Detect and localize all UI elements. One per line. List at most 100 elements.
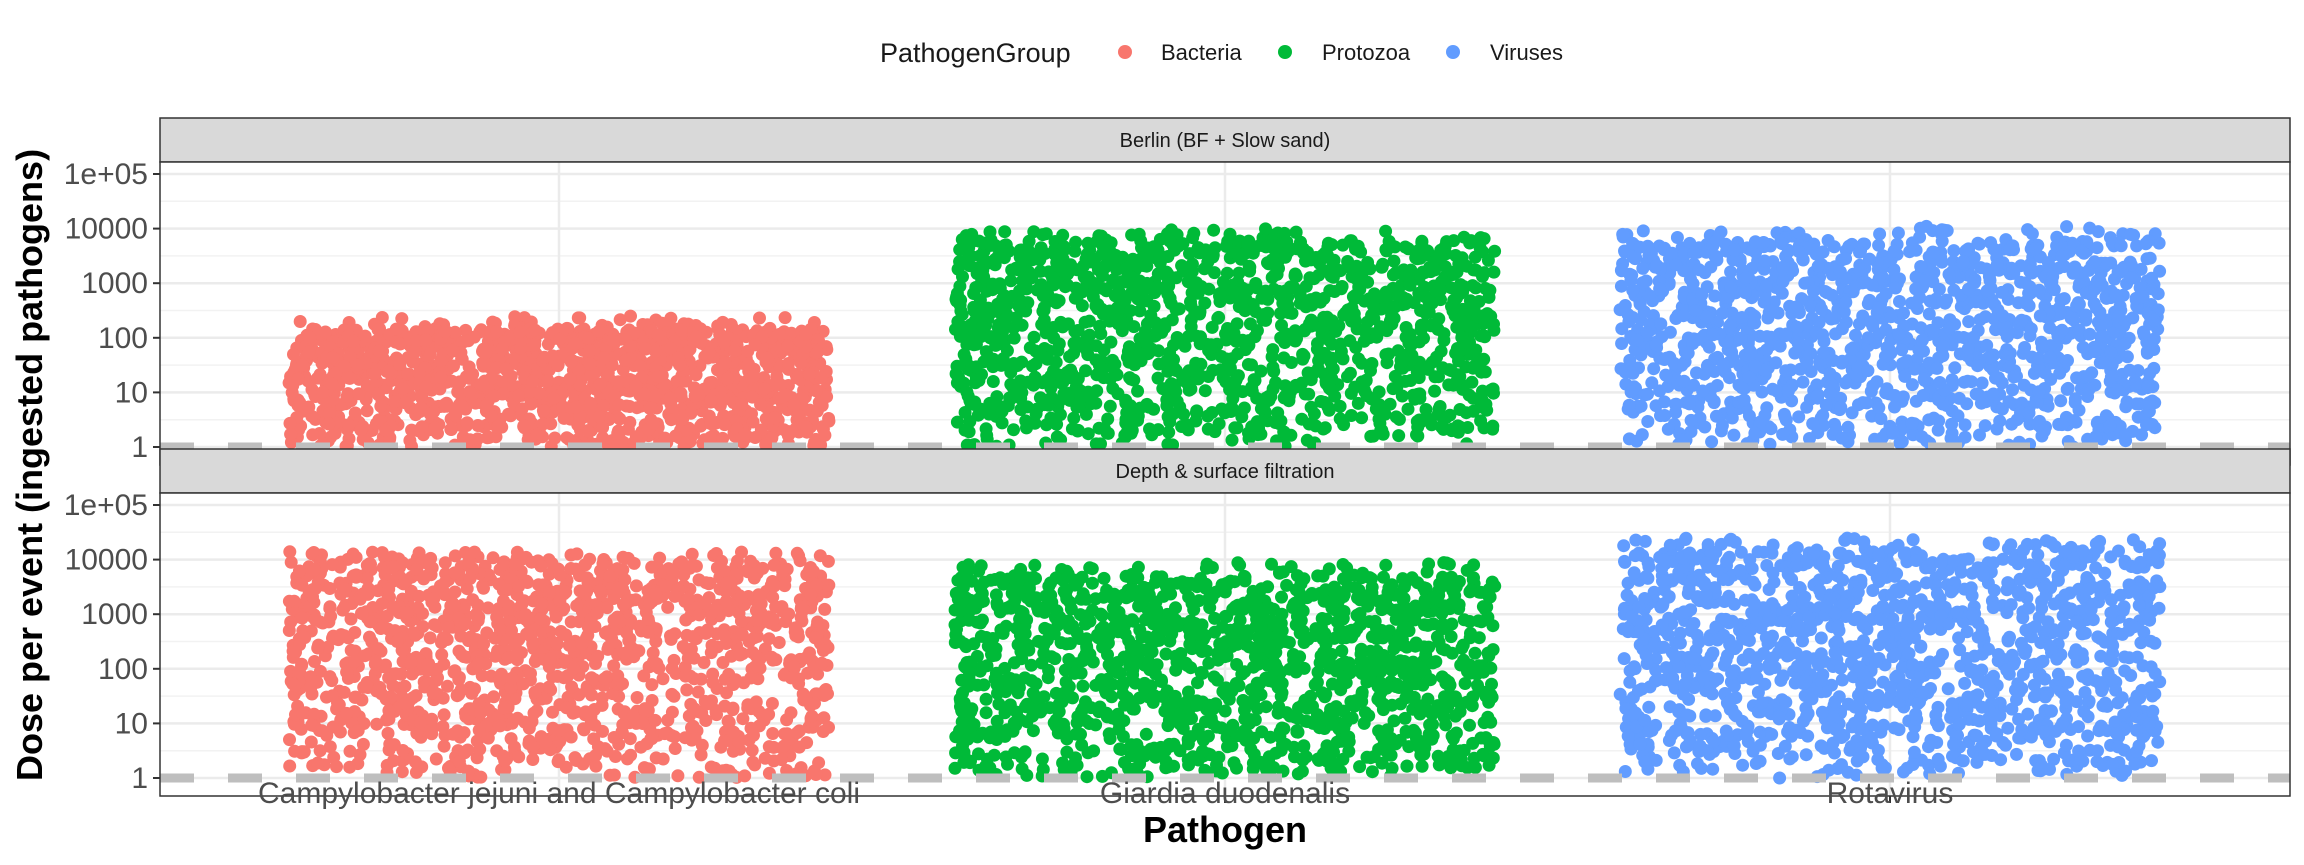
data-point	[1852, 317, 1866, 331]
data-point	[1800, 400, 1814, 414]
data-point	[1177, 407, 1191, 421]
data-point	[1357, 334, 1371, 348]
y-tick-label: 1e+05	[64, 158, 148, 191]
data-point	[1036, 289, 1050, 303]
data-point	[1133, 347, 1147, 361]
data-point	[1376, 257, 1390, 271]
data-point	[1724, 265, 1738, 279]
data-point	[1887, 244, 1901, 258]
data-point	[1886, 426, 1900, 440]
data-point	[526, 374, 540, 388]
data-point	[528, 338, 542, 352]
legend: PathogenGroup Bacteria Protozoa Viruses	[880, 38, 1563, 68]
data-point	[1734, 331, 1748, 345]
data-point	[302, 345, 316, 359]
data-point	[1065, 422, 1079, 436]
data-point	[1303, 271, 1317, 285]
data-point	[537, 350, 551, 364]
data-point	[583, 357, 597, 371]
data-point	[1160, 353, 1174, 367]
data-point	[1413, 391, 1427, 405]
data-point	[2119, 400, 2133, 414]
data-point	[1989, 371, 2002, 385]
data-point	[1431, 322, 1445, 336]
data-point	[564, 355, 578, 369]
data-point	[1205, 320, 1219, 334]
data-point	[1049, 296, 1063, 310]
data-point	[1089, 353, 1103, 367]
data-point	[1899, 355, 1913, 369]
data-point	[1835, 354, 1849, 368]
panel-2: Depth & surface filtration11010010001000…	[64, 448, 2291, 803]
data-point	[1936, 339, 1950, 353]
panel-strip-title: Depth & surface filtration	[1116, 461, 1335, 483]
data-point	[283, 759, 297, 773]
data-point	[765, 431, 779, 445]
data-point	[479, 346, 493, 360]
data-point	[405, 423, 419, 437]
data-point	[1816, 346, 1830, 360]
data-point	[1435, 420, 1449, 434]
data-point	[1684, 272, 1697, 286]
data-point	[2029, 242, 2043, 256]
data-point	[779, 388, 792, 402]
data-point	[1792, 245, 1806, 258]
data-point	[1387, 311, 1401, 325]
data-point	[318, 325, 332, 339]
data-point	[1622, 398, 1636, 412]
data-point	[1892, 327, 1906, 341]
data-point	[1649, 338, 1663, 352]
data-point	[1641, 415, 1655, 428]
data-point	[1888, 400, 1901, 414]
data-point	[1337, 418, 1351, 432]
data-point	[983, 225, 997, 239]
data-point	[638, 341, 652, 355]
data-point	[302, 330, 316, 344]
data-point	[718, 356, 732, 370]
data-point	[1849, 328, 1862, 342]
legend-key-protozoa	[1278, 45, 1292, 59]
data-point	[2055, 250, 2069, 264]
data-point	[501, 407, 515, 421]
data-point	[1277, 391, 1291, 405]
data-point	[1388, 369, 1402, 383]
data-point	[2112, 310, 2125, 323]
data-point	[612, 398, 626, 412]
data-point	[1242, 259, 1256, 273]
data-point	[803, 368, 816, 381]
data-point	[1407, 296, 1421, 310]
data-point	[1133, 304, 1147, 318]
data-point	[611, 375, 625, 389]
data-point	[728, 344, 742, 358]
data-point	[547, 391, 561, 405]
data-point	[1700, 359, 1714, 373]
data-point	[1124, 426, 1138, 440]
data-point	[1268, 268, 1281, 282]
data-point	[1738, 286, 1752, 300]
data-point	[1739, 271, 1753, 285]
data-point	[1257, 398, 1271, 412]
data-point	[1776, 275, 1790, 289]
data-point	[1476, 269, 1489, 283]
data-point	[1347, 310, 1361, 324]
data-point	[455, 399, 469, 413]
data-point	[2082, 382, 2096, 396]
data-point	[664, 632, 678, 646]
data-point	[1777, 407, 1791, 421]
data-point	[1068, 324, 1082, 338]
data-point	[1036, 228, 1050, 242]
data-point	[982, 351, 996, 365]
data-point	[2064, 311, 2078, 325]
data-point	[2143, 367, 2157, 380]
data-point	[1051, 344, 1065, 357]
data-point	[1479, 397, 1493, 411]
data-point	[476, 378, 490, 392]
data-point	[306, 428, 320, 442]
data-point	[1242, 334, 1256, 348]
data-point	[1078, 315, 1092, 329]
data-point	[1700, 310, 1714, 324]
data-point	[976, 320, 990, 334]
data-point	[1905, 378, 1919, 392]
data-point	[1823, 367, 1837, 381]
data-point	[1807, 284, 1820, 298]
